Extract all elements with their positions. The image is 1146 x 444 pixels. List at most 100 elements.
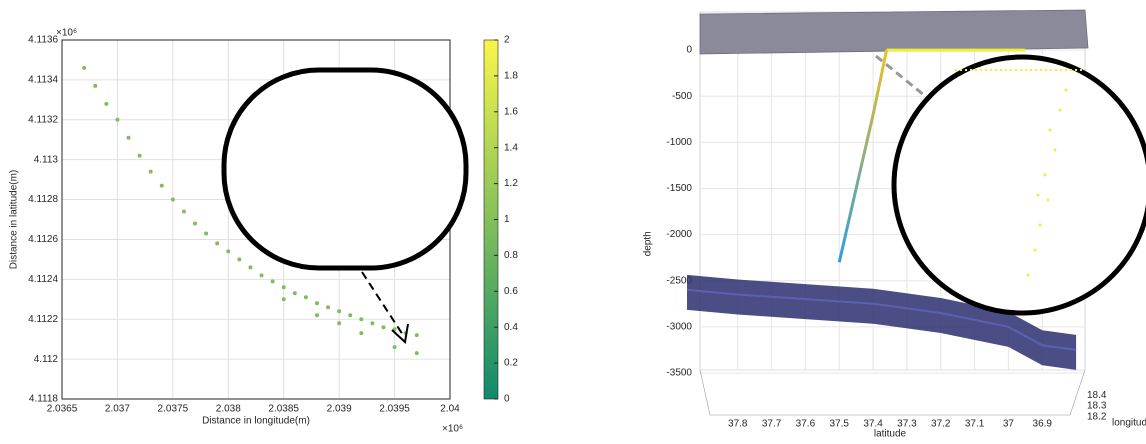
y-tick-label: 4.1132 xyxy=(28,114,58,125)
z-tick-label: 18.4 xyxy=(1087,390,1107,401)
y-tick-label: -2000 xyxy=(666,229,692,240)
y-tick-label: 4.1126 xyxy=(28,234,58,245)
data-point xyxy=(226,249,231,254)
data-point xyxy=(193,221,198,226)
y-axis-label: Distance in latitude(m) xyxy=(9,170,20,269)
y-tick-label: 0 xyxy=(686,45,692,56)
data-point xyxy=(337,321,342,326)
colorbar-tick-label: 0.4 xyxy=(504,322,518,333)
y-tick-label: 4.1136 xyxy=(28,35,58,46)
y-tick-label: 4.1134 xyxy=(28,75,58,86)
x-tick-label: 2.038 xyxy=(216,404,241,415)
x-multiplier: ×10⁶ xyxy=(442,424,463,435)
inset-arrow xyxy=(875,54,931,102)
data-point xyxy=(303,295,308,300)
y-tick-label: 4.1128 xyxy=(28,194,58,205)
data-point xyxy=(93,83,98,88)
colorbar-tick-label: 0.8 xyxy=(504,250,518,261)
y-tick-label: 4.1124 xyxy=(28,274,58,285)
data-point xyxy=(148,169,153,174)
data-point xyxy=(281,285,286,290)
y-tick-label: -3000 xyxy=(666,321,692,332)
data-point xyxy=(314,313,319,318)
data-point xyxy=(237,257,242,262)
y-tick-label: 4.112 xyxy=(34,354,59,365)
inset-frame xyxy=(221,67,469,271)
data-point xyxy=(82,65,87,70)
data-point xyxy=(115,117,120,122)
colorbar-tick-label: 1 xyxy=(504,214,510,225)
sea-surface xyxy=(699,9,1089,55)
x-tick-label: 37.5 xyxy=(830,419,850,430)
data-point xyxy=(359,331,364,336)
y-tick-label: -2500 xyxy=(666,275,692,286)
trajectory xyxy=(837,49,889,263)
x-tick-label: 37.2 xyxy=(931,419,951,430)
y-axis-label: depth xyxy=(643,231,654,256)
x-tick-label: 36.9 xyxy=(1033,419,1053,430)
x-tick-label: 2.0385 xyxy=(268,404,299,415)
data-point xyxy=(104,101,109,106)
y-tick-label: -1000 xyxy=(666,137,692,148)
colorbar-tick-label: 1.4 xyxy=(504,142,518,153)
x-tick-label: 37.7 xyxy=(762,419,782,430)
colorbar-tick-label: 1.2 xyxy=(504,178,518,189)
x-tick-label: 2.0375 xyxy=(158,404,189,415)
data-point xyxy=(170,197,175,202)
z-tick-label: 18.3 xyxy=(1087,401,1107,412)
x-tick-label: 2.0365 xyxy=(47,404,78,415)
data-point xyxy=(370,321,375,326)
x-tick-label: 2.0395 xyxy=(379,404,410,415)
data-point xyxy=(348,313,353,318)
x-tick-label: 2.04 xyxy=(440,404,460,415)
x-tick-label: 37.8 xyxy=(728,419,748,430)
colorbar-tick-label: 0 xyxy=(504,394,510,405)
data-point xyxy=(281,297,286,302)
data-point xyxy=(337,309,342,314)
data-point xyxy=(414,351,419,356)
x-tick-label: 37.6 xyxy=(796,419,816,430)
z-axis-label: longitude xyxy=(1112,418,1146,429)
x-axis-label: latitude xyxy=(874,429,907,440)
arrow-head xyxy=(391,323,409,344)
data-point xyxy=(314,301,319,306)
y-multiplier: ×10⁶ xyxy=(56,28,77,39)
data-point xyxy=(326,305,331,310)
data-point xyxy=(270,279,275,284)
x-tick-label: 37.1 xyxy=(965,419,985,430)
x-tick-label: 37.4 xyxy=(863,419,883,430)
y-tick-label: -3500 xyxy=(666,368,692,379)
colorbar-tick-label: 1.6 xyxy=(504,106,518,117)
data-point xyxy=(392,345,397,350)
seafloor-line xyxy=(686,288,1077,351)
x-tick-label: 37 xyxy=(1003,419,1015,430)
inset-dots xyxy=(1026,88,1068,277)
data-point xyxy=(204,231,209,236)
y-tick-label: 4.1122 xyxy=(28,314,58,325)
y-tick-label: -500 xyxy=(672,91,692,102)
y-tick-label: -1500 xyxy=(666,183,692,194)
data-point xyxy=(126,135,131,140)
data-point xyxy=(292,291,297,296)
colorbar-tick-label: 2 xyxy=(504,35,510,46)
z-tick-label: 18.2 xyxy=(1087,411,1107,422)
y-tick-label: 4.1118 xyxy=(29,394,59,405)
data-point xyxy=(259,273,264,278)
data-point xyxy=(381,325,386,330)
y-tick-label: 4.113 xyxy=(34,154,59,165)
data-point xyxy=(414,333,419,338)
colorbar-tick-label: 0.6 xyxy=(504,286,518,297)
data-point xyxy=(248,265,253,270)
box-floor xyxy=(699,369,1086,416)
x-tick-label: 2.037 xyxy=(105,404,130,415)
data-point xyxy=(159,183,164,188)
inset-frame xyxy=(891,54,1146,316)
data-point xyxy=(215,241,220,246)
data-point xyxy=(359,317,364,322)
colorbar-tick-label: 1.8 xyxy=(504,71,518,82)
data-point xyxy=(181,209,186,214)
x-axis-label: Distance in longitude(m) xyxy=(202,416,310,427)
x-tick-label: 37.3 xyxy=(897,419,917,430)
colorbar-tick-label: 0.2 xyxy=(504,358,518,369)
